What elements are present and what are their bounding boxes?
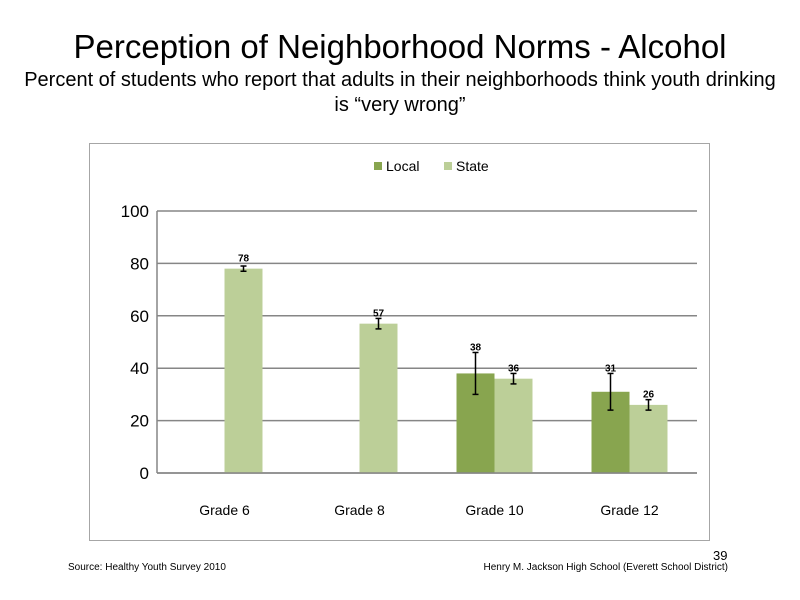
legend-swatch-local: [374, 162, 382, 170]
x-tick-label: Grade 12: [600, 502, 659, 518]
y-tick-label: 20: [130, 412, 149, 431]
data-label: 57: [373, 308, 385, 319]
credit-note: Henry M. Jackson High School (Everett Sc…: [483, 562, 728, 573]
x-tick-label: Grade 6: [199, 502, 250, 518]
data-label: 36: [508, 363, 520, 374]
legend-label-local: Local: [386, 158, 419, 174]
y-tick-label: 60: [130, 307, 149, 326]
legend-label-state: State: [456, 158, 489, 174]
y-tick-label: 0: [140, 464, 149, 483]
slide-number: 39: [713, 548, 728, 563]
slide-title: Perception of Neighborhood Norms - Alcoh…: [73, 28, 727, 65]
data-label: 38: [470, 342, 482, 353]
bar-state: [224, 268, 263, 473]
x-tick-label: Grade 8: [334, 502, 385, 518]
bar-state: [494, 378, 533, 473]
data-label: 78: [238, 254, 250, 265]
slide-subtitle: Percent of students who report that adul…: [24, 69, 776, 116]
bar-state: [629, 404, 668, 473]
legend-swatch-state: [444, 162, 452, 170]
y-tick-label: 80: [130, 254, 149, 273]
data-label: 26: [643, 390, 655, 401]
y-tick-label: 40: [130, 359, 149, 378]
y-tick-label: 100: [121, 202, 149, 221]
bar-state: [359, 323, 398, 473]
bar-chart: 0 20 40 60 80 100 Grade 6 78 Grade 8 57 Grade 10 38…: [121, 158, 697, 518]
data-label: 31: [605, 363, 617, 374]
x-tick-label: Grade 10: [465, 502, 524, 518]
chart-container: 0 20 40 60 80 100 Grade 6 78 Grade 8 57 Grade 10 38…: [89, 143, 710, 541]
source-note: Source: Healthy Youth Survey 2010: [68, 562, 226, 573]
